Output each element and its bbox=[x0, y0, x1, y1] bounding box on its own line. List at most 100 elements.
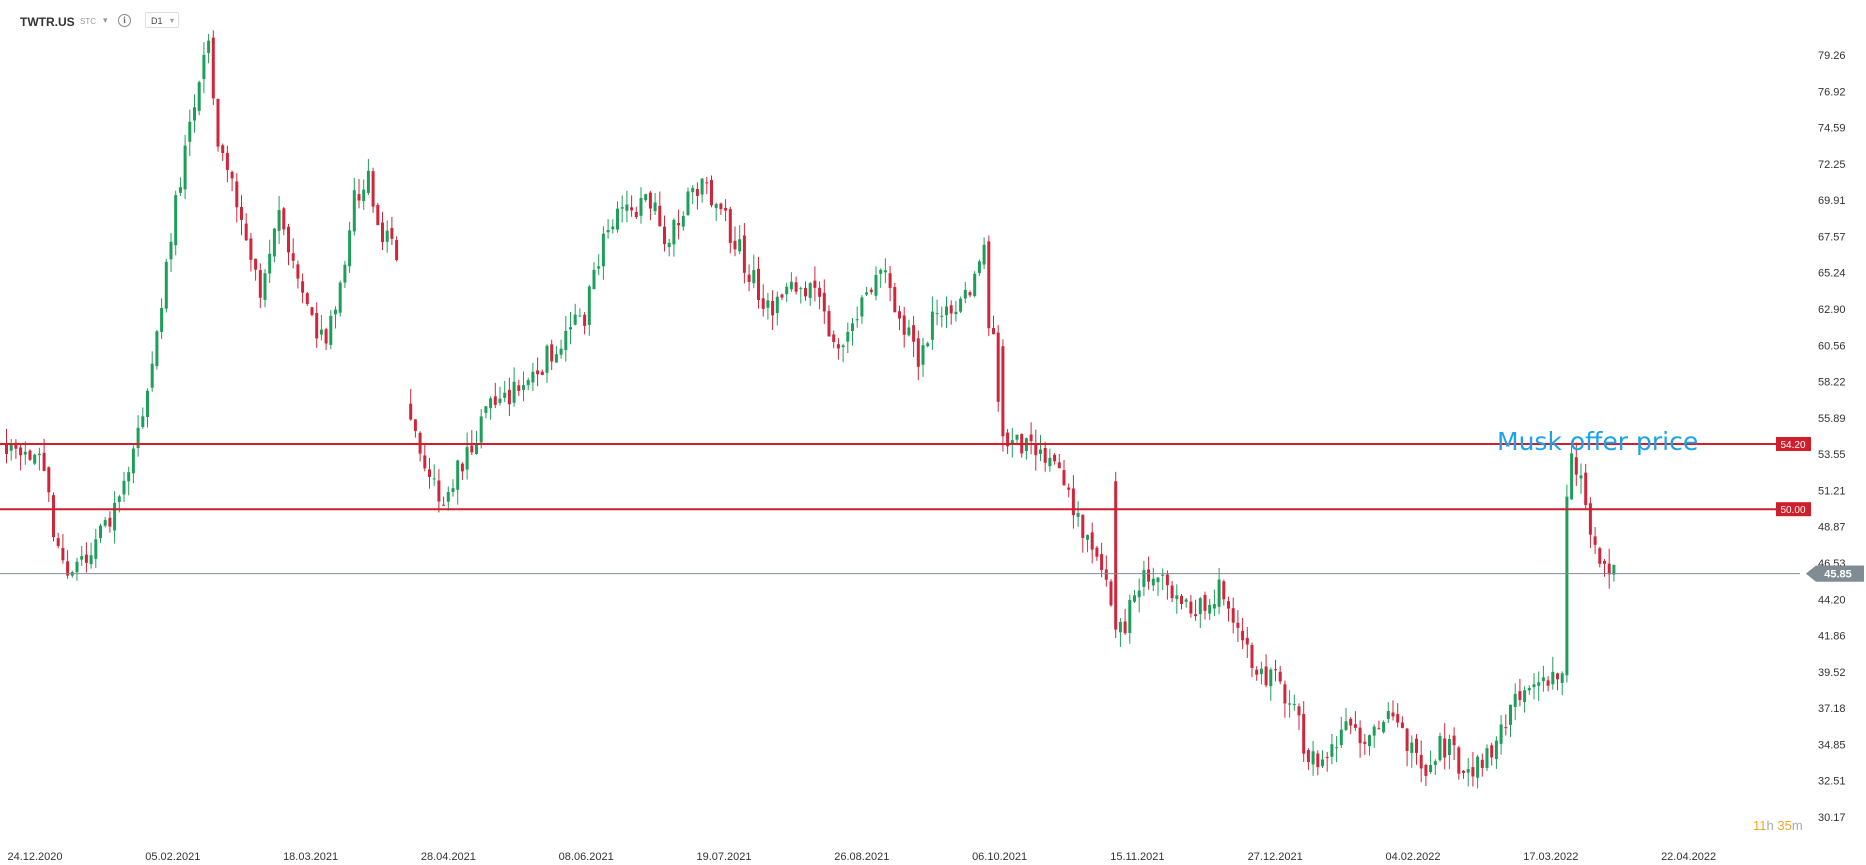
candle bbox=[587, 284, 591, 336]
candle bbox=[489, 396, 493, 420]
candle-body bbox=[437, 480, 441, 502]
timer-hours-unit: h bbox=[1766, 818, 1774, 833]
candle-body bbox=[780, 294, 784, 298]
candle bbox=[1490, 742, 1494, 766]
candle bbox=[390, 216, 394, 246]
symbol-dropdown-icon[interactable]: ▾ bbox=[103, 15, 108, 25]
candle-body bbox=[1316, 753, 1320, 768]
candle bbox=[1250, 642, 1254, 678]
candle bbox=[1368, 734, 1371, 756]
candle bbox=[5, 428, 8, 464]
candle-body bbox=[1217, 579, 1221, 607]
candle bbox=[963, 281, 967, 304]
candle bbox=[771, 290, 775, 330]
candle bbox=[583, 312, 587, 335]
info-icon[interactable]: i bbox=[118, 14, 131, 27]
interval-select[interactable]: D1 ▾ bbox=[145, 12, 179, 28]
candle-body bbox=[230, 171, 234, 179]
candle bbox=[1452, 727, 1456, 761]
candle bbox=[1386, 702, 1390, 724]
candle bbox=[1109, 579, 1113, 607]
candle bbox=[949, 300, 953, 325]
candle bbox=[113, 491, 117, 544]
candle-body bbox=[1429, 764, 1433, 773]
candle bbox=[136, 415, 140, 457]
candle bbox=[536, 357, 540, 387]
candle bbox=[1010, 428, 1014, 458]
candle bbox=[23, 441, 27, 465]
candle bbox=[1067, 483, 1071, 498]
candle-body bbox=[536, 370, 540, 375]
candle-body bbox=[1419, 754, 1423, 769]
candle bbox=[522, 371, 525, 402]
candle bbox=[719, 202, 723, 215]
x-tick-label: 24.12.2020 bbox=[7, 851, 62, 863]
y-tick-label: 30.17 bbox=[1818, 812, 1846, 824]
candle-body bbox=[930, 311, 934, 340]
candle bbox=[1480, 753, 1484, 777]
symbol-label[interactable]: TWTR.US bbox=[20, 15, 75, 29]
candle bbox=[1537, 671, 1541, 701]
level-tag bbox=[1776, 436, 1811, 451]
candle-body bbox=[503, 392, 507, 398]
candle bbox=[559, 339, 563, 359]
candle bbox=[1029, 422, 1033, 455]
candle-body bbox=[282, 208, 286, 230]
candle-body bbox=[1358, 727, 1362, 744]
y-tick-label: 37.18 bbox=[1818, 703, 1846, 715]
candle bbox=[1513, 683, 1517, 721]
candle-body bbox=[1053, 454, 1057, 462]
candle bbox=[1457, 745, 1461, 780]
candle-body bbox=[1086, 534, 1089, 540]
candle bbox=[625, 190, 629, 223]
candle bbox=[211, 30, 215, 106]
candle-body bbox=[1137, 590, 1141, 598]
candle bbox=[1283, 680, 1287, 718]
candle-body bbox=[164, 261, 168, 309]
y-tick-label: 79.26 bbox=[1818, 50, 1846, 62]
candle-body bbox=[1147, 569, 1151, 582]
candle-body bbox=[122, 480, 126, 495]
y-tick-label: 60.56 bbox=[1818, 340, 1846, 352]
candle bbox=[99, 523, 102, 543]
candle bbox=[578, 308, 582, 317]
candle bbox=[1241, 617, 1245, 650]
candle bbox=[573, 303, 577, 326]
candle bbox=[1509, 704, 1512, 738]
candle-body bbox=[1245, 637, 1249, 645]
candle bbox=[150, 351, 154, 392]
candle-body bbox=[108, 517, 112, 527]
candle-body bbox=[902, 315, 906, 335]
candle-body bbox=[789, 281, 793, 290]
candle-body bbox=[667, 242, 671, 247]
candle bbox=[747, 264, 751, 292]
candle bbox=[319, 314, 323, 341]
candle-body bbox=[1283, 684, 1287, 704]
candle bbox=[334, 306, 337, 329]
candle bbox=[1607, 548, 1611, 589]
candle bbox=[1222, 579, 1226, 606]
candle-body bbox=[451, 488, 455, 492]
candle bbox=[940, 306, 944, 328]
candle-body bbox=[1151, 578, 1155, 586]
candle bbox=[1208, 598, 1212, 621]
candle-body bbox=[587, 286, 591, 325]
candle bbox=[1024, 437, 1028, 460]
candle bbox=[103, 517, 107, 528]
candle bbox=[1269, 667, 1273, 701]
candle bbox=[202, 42, 206, 94]
candle-body bbox=[287, 226, 290, 253]
candle bbox=[804, 281, 807, 301]
candle bbox=[1189, 595, 1193, 618]
candle-body bbox=[5, 444, 8, 454]
candle bbox=[1574, 442, 1578, 486]
candle-body bbox=[498, 398, 502, 404]
candle-body bbox=[117, 496, 121, 502]
candle-body bbox=[1184, 599, 1188, 602]
candle-body bbox=[75, 561, 79, 573]
candle bbox=[865, 286, 869, 297]
candle-body bbox=[1476, 756, 1480, 778]
candle-body bbox=[1546, 680, 1550, 686]
candle bbox=[409, 388, 413, 421]
